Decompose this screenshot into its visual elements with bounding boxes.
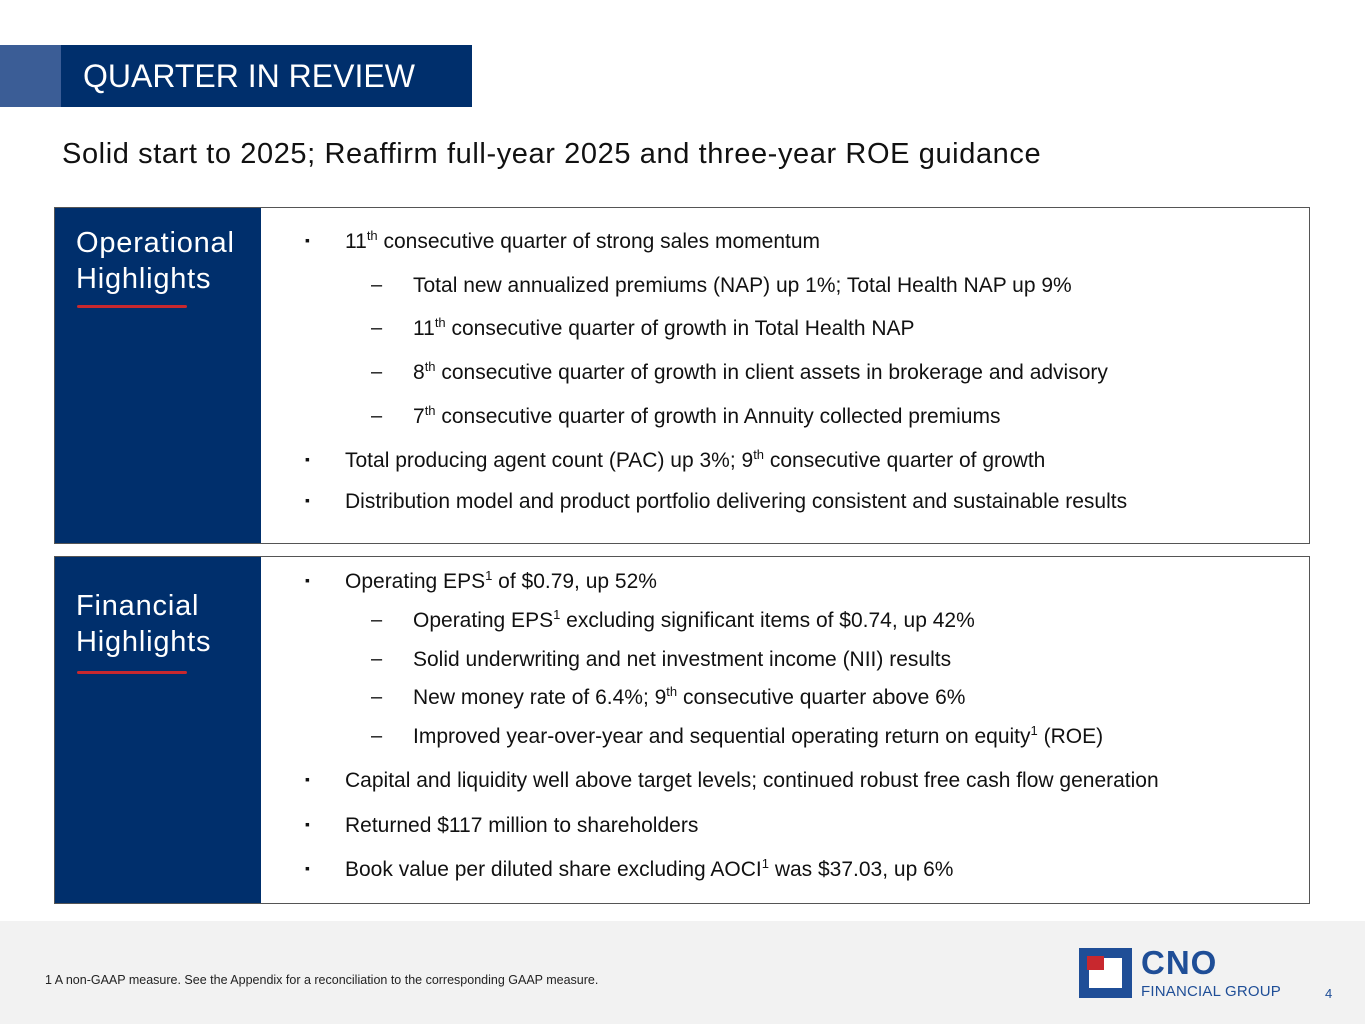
- financial-title-underline: [77, 671, 187, 674]
- header-banner: QUARTER IN REVIEW: [61, 45, 472, 107]
- page-title: QUARTER IN REVIEW: [83, 58, 415, 94]
- square-bullet-icon: ▪: [305, 771, 310, 787]
- financial-title: Financial Highlights: [76, 588, 211, 660]
- fin-bullet-eps: ▪ Operating EPS1 of $0.79, up 52%: [305, 568, 657, 594]
- bullet-text: Returned $117 million to shareholders: [345, 814, 699, 837]
- header-accent-bar: [0, 45, 61, 107]
- dash-bullet-icon: –: [371, 609, 383, 631]
- cno-logo-mark-icon: [1079, 948, 1132, 998]
- fin-sub-new-money: – New money rate of 6.4%; 9th consecutiv…: [371, 684, 966, 710]
- financial-side-bar: Financial Highlights: [55, 557, 261, 903]
- dash-bullet-icon: –: [371, 274, 383, 296]
- sub-bullet-text: Total new annualized premiums (NAP) up 1…: [413, 274, 1072, 297]
- op-sub-health-nap: – 11th consecutive quarter of growth in …: [371, 315, 915, 341]
- op-bullet-distribution: ▪ Distribution model and product portfol…: [305, 490, 1128, 514]
- operational-highlights-panel: Operational Highlights: [54, 207, 1310, 544]
- bullet-text: Total producing agent count (PAC) up 3%;…: [345, 447, 1046, 472]
- sub-bullet-text: New money rate of 6.4%; 9th consecutive …: [413, 684, 966, 709]
- bullet-text: Distribution model and product portfolio…: [345, 490, 1128, 513]
- op-sub-client-assets: – 8th consecutive quarter of growth in c…: [371, 359, 1108, 385]
- sub-bullet-text: 8th consecutive quarter of growth in cli…: [413, 359, 1108, 384]
- financial-title-line2: Highlights: [76, 626, 212, 658]
- sub-bullet-text: Solid underwriting and net investment in…: [413, 648, 952, 671]
- operational-side-bar: Operational Highlights: [55, 208, 261, 543]
- logo-name: CNO: [1141, 944, 1218, 981]
- op-sub-nap: – Total new annualized premiums (NAP) up…: [371, 274, 1072, 298]
- dash-bullet-icon: –: [371, 361, 383, 383]
- slide-subtitle: Solid start to 2025; Reaffirm full-year …: [62, 138, 1042, 170]
- square-bullet-icon: ▪: [305, 492, 310, 508]
- dash-bullet-icon: –: [371, 317, 383, 339]
- square-bullet-icon: ▪: [305, 451, 310, 467]
- op-sub-annuity: – 7th consecutive quarter of growth in A…: [371, 403, 1001, 429]
- footnote: 1 A non-GAAP measure. See the Appendix f…: [45, 973, 599, 987]
- fin-bullet-returned: ▪ Returned $117 million to shareholders: [305, 814, 699, 838]
- bullet-text: Capital and liquidity well above target …: [345, 769, 1159, 792]
- fin-sub-underwriting: – Solid underwriting and net investment …: [371, 648, 952, 672]
- footer: 1 A non-GAAP measure. See the Appendix f…: [0, 921, 1365, 1024]
- operational-title-line1: Operational: [76, 227, 235, 259]
- op-bullet-sales-momentum: ▪ 11th consecutive quarter of strong sal…: [305, 228, 821, 254]
- fin-sub-roe: – Improved year-over-year and sequential…: [371, 723, 1104, 749]
- square-bullet-icon: ▪: [305, 232, 310, 248]
- dash-bullet-icon: –: [371, 405, 383, 427]
- operational-title: Operational Highlights: [76, 225, 235, 297]
- sub-bullet-text: 11th consecutive quarter of growth in To…: [413, 315, 915, 340]
- sub-bullet-text: Improved year-over-year and sequential o…: [413, 723, 1104, 748]
- logo-subtitle: FINANCIAL GROUP: [1141, 983, 1281, 1000]
- dash-bullet-icon: –: [371, 686, 383, 708]
- bullet-text: Operating EPS1 of $0.79, up 52%: [345, 568, 657, 593]
- financial-highlights-panel: Financial Highlights: [54, 556, 1310, 904]
- sub-bullet-text: Operating EPS1 excluding significant ite…: [413, 607, 975, 632]
- bullet-text: 11th consecutive quarter of strong sales…: [345, 228, 821, 253]
- sub-bullet-text: 7th consecutive quarter of growth in Ann…: [413, 403, 1001, 428]
- fin-bullet-capital: ▪ Capital and liquidity well above targe…: [305, 769, 1159, 793]
- bullet-text: Book value per diluted share excluding A…: [345, 856, 954, 881]
- square-bullet-icon: ▪: [305, 816, 310, 832]
- page-number: 4: [1325, 986, 1333, 1001]
- fin-bullet-book-value: ▪ Book value per diluted share excluding…: [305, 856, 954, 882]
- operational-title-underline: [77, 305, 187, 308]
- dash-bullet-icon: –: [371, 648, 383, 670]
- fin-sub-eps-excl: – Operating EPS1 excluding significant i…: [371, 607, 975, 633]
- op-bullet-pac: ▪ Total producing agent count (PAC) up 3…: [305, 447, 1046, 473]
- operational-title-line2: Highlights: [76, 263, 212, 295]
- square-bullet-icon: ▪: [305, 572, 310, 588]
- financial-title-line1: Financial: [76, 590, 200, 622]
- dash-bullet-icon: –: [371, 725, 383, 747]
- square-bullet-icon: ▪: [305, 860, 310, 876]
